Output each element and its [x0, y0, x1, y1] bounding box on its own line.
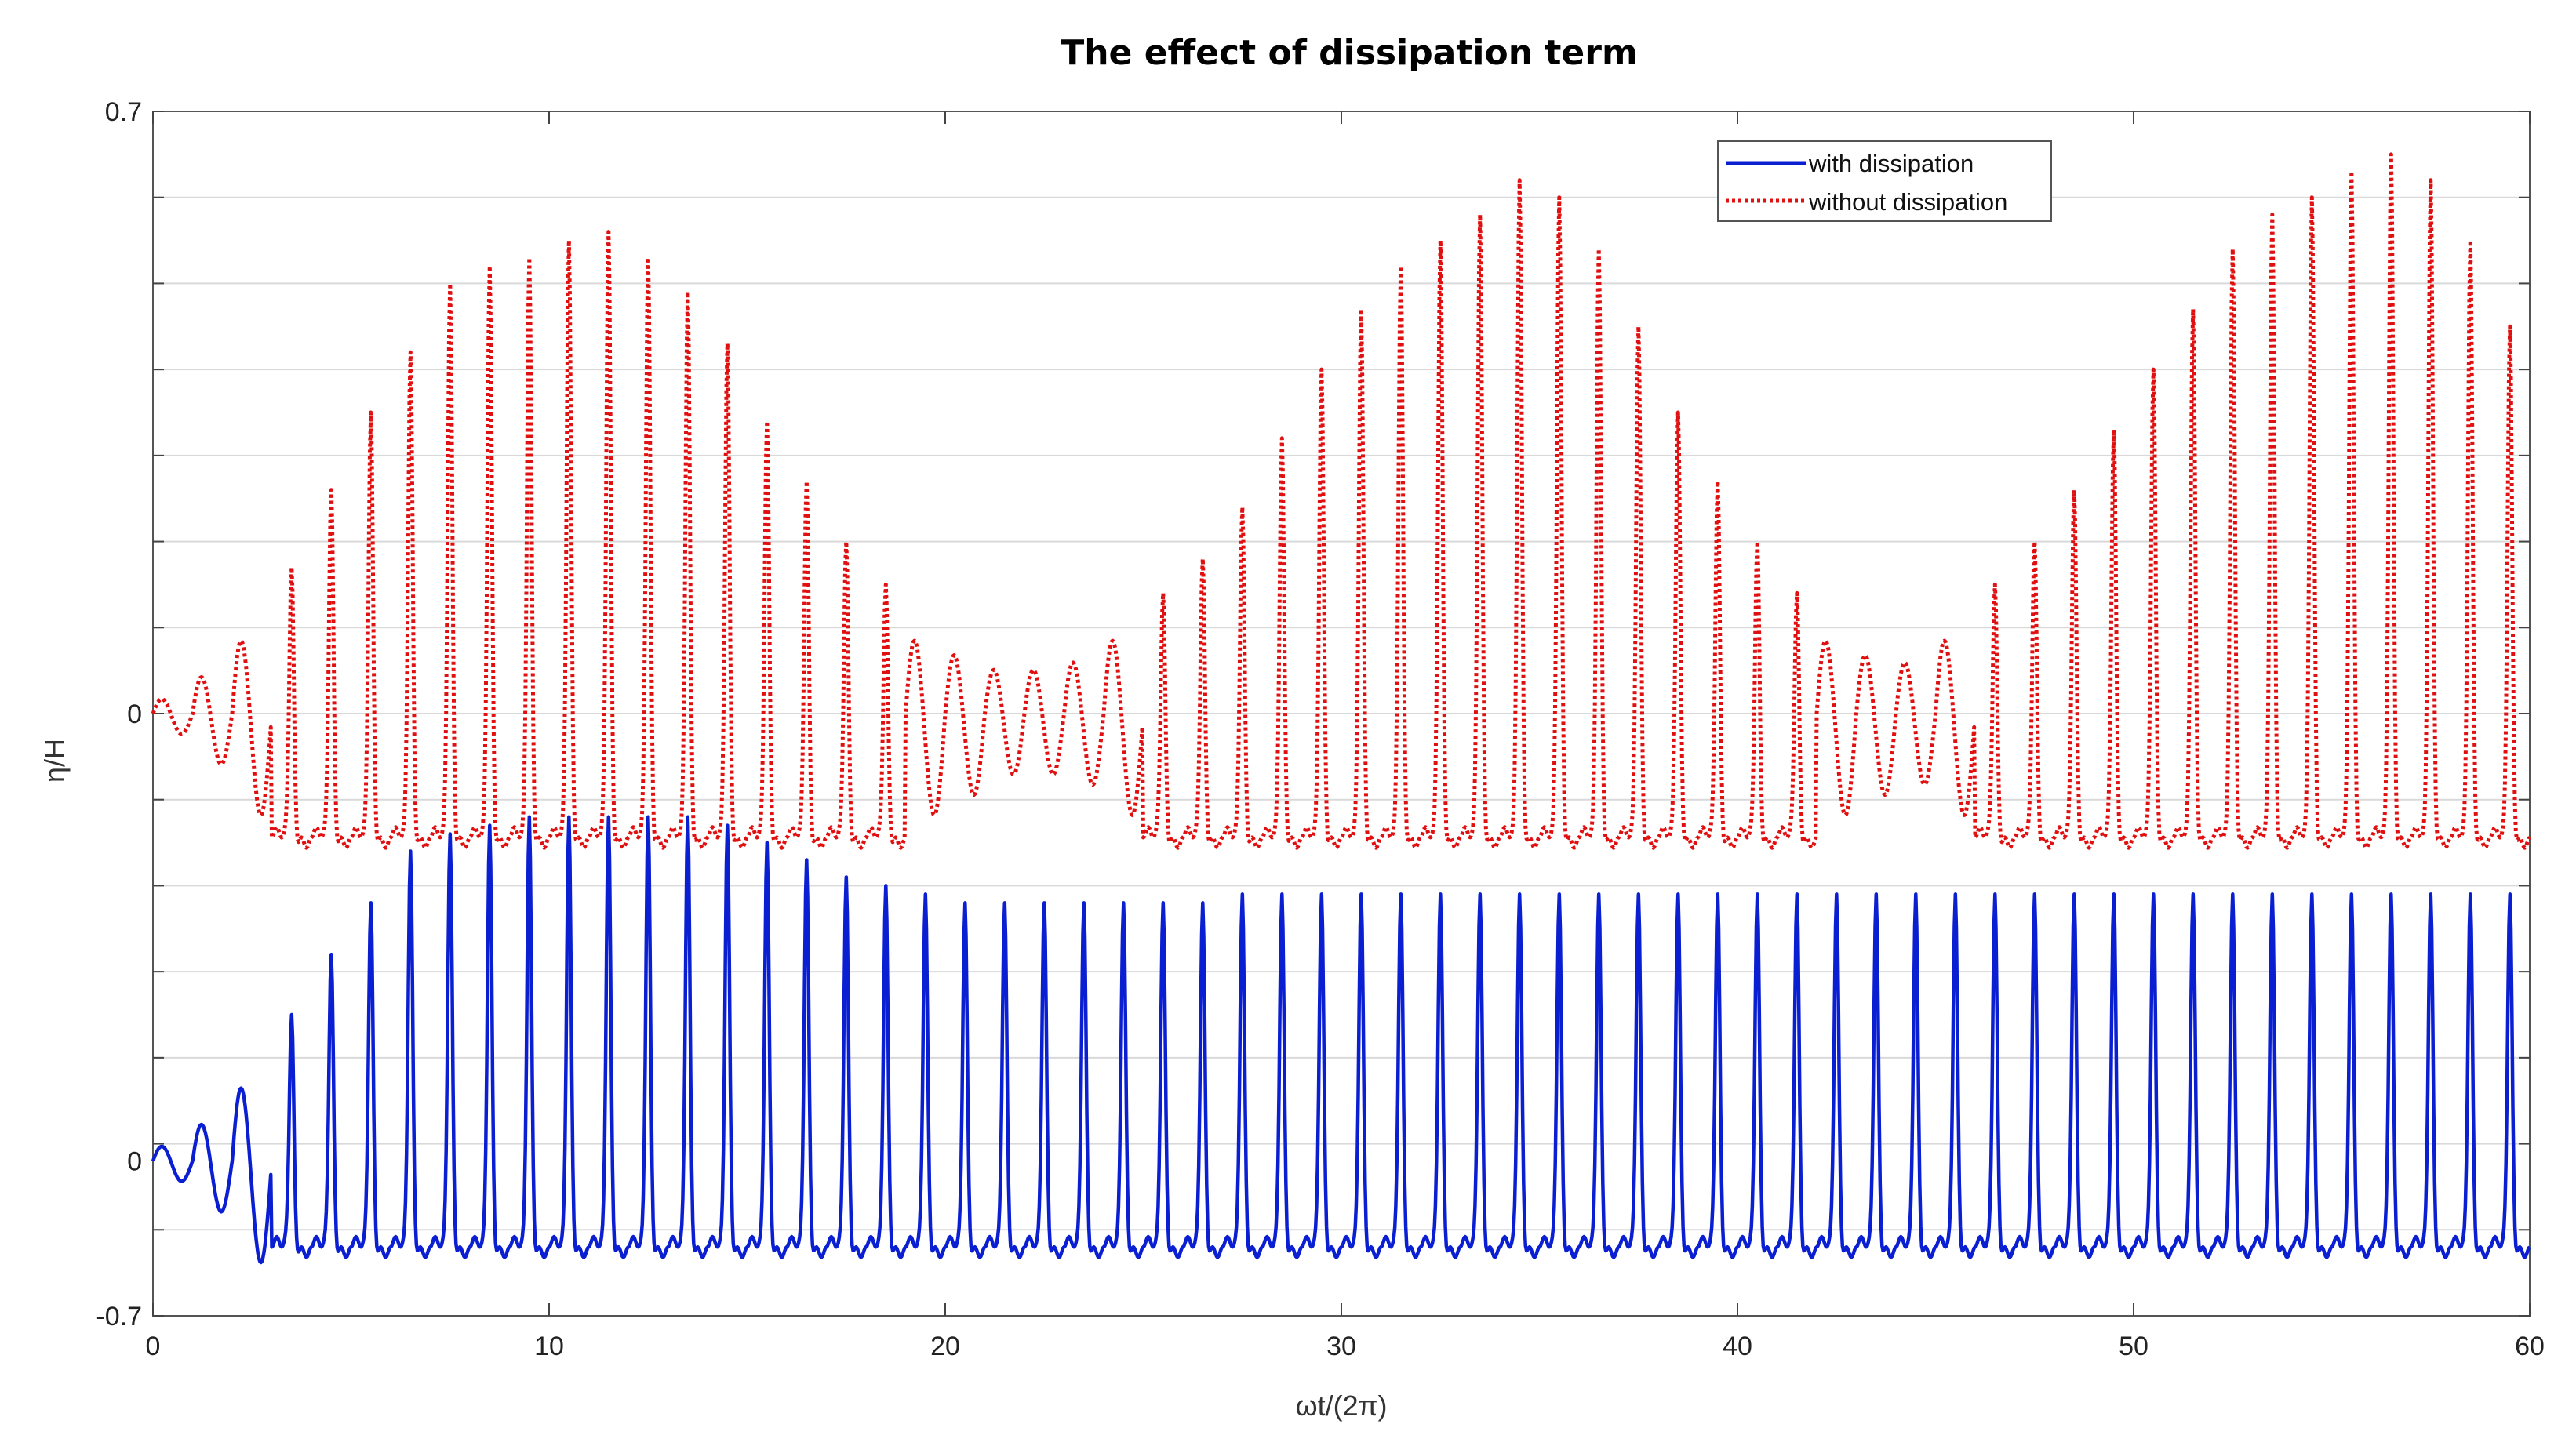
x-tick-label: 30	[1326, 1332, 1356, 1361]
legend: with dissipation without dissipation	[1717, 140, 2052, 222]
legend-label-without-dissipation: without dissipation	[1808, 188, 2007, 216]
y-axis-label: η/H	[38, 739, 71, 783]
chart-title: The effect of dissipation term	[1061, 33, 1638, 73]
x-tick-label: 0	[146, 1332, 161, 1361]
y-tick-label: 0.7	[105, 97, 142, 127]
series-line-without-dissipation	[151, 152, 2531, 850]
x-tick-label: 40	[1723, 1332, 1752, 1361]
x-tick-label: 10	[534, 1332, 564, 1361]
x-axis-label: ωt/(2π)	[1296, 1390, 1388, 1422]
axis-ticks: 0 10 20 30 40 50 600.700-0.7	[96, 97, 2545, 1361]
gridlines	[153, 196, 2530, 1231]
x-tick-label: 20	[930, 1332, 960, 1361]
y-tick-label: 0	[127, 699, 142, 729]
legend-label-with-dissipation: with dissipation	[1808, 150, 1974, 177]
series-line-with-dissipation	[151, 815, 2531, 1265]
series-layer	[151, 152, 2531, 1265]
x-tick-label: 50	[2119, 1332, 2148, 1361]
x-tick-label: 60	[2515, 1332, 2545, 1361]
y-tick-label: -0.7	[96, 1302, 142, 1332]
y-tick-label: 0	[127, 1147, 142, 1177]
legend-box	[1717, 140, 2052, 222]
